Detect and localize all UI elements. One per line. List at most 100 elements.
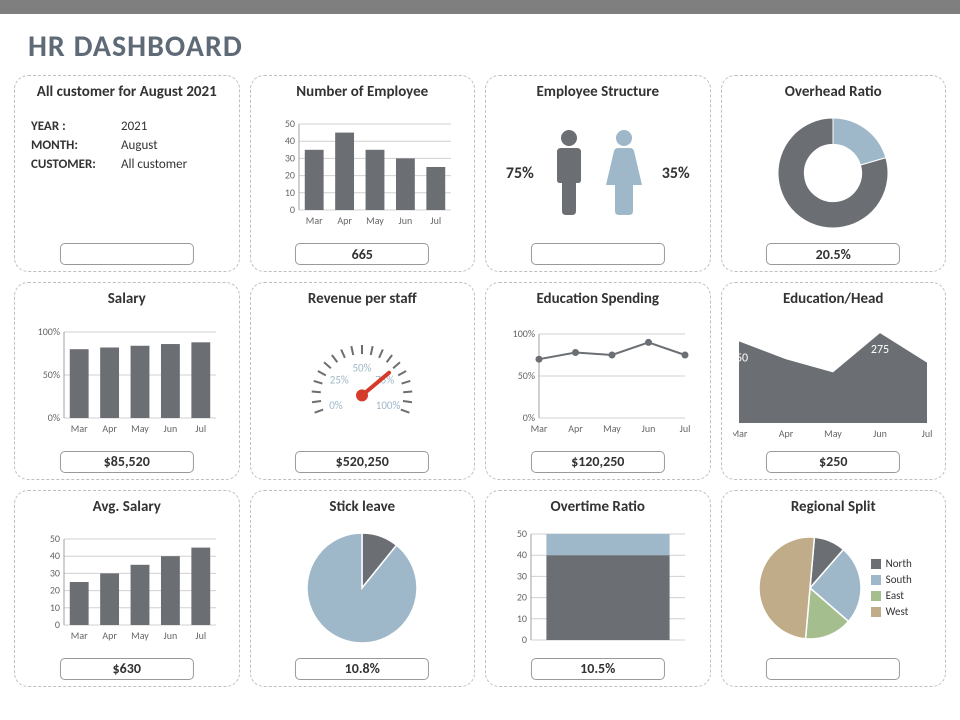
legend-item: East — [871, 589, 912, 602]
chart-overhead — [774, 114, 892, 232]
svg-text:30: 30 — [285, 152, 295, 165]
card-title-regional: Regional Split — [791, 499, 876, 516]
svg-text:Jun: Jun — [163, 629, 177, 642]
svg-text:Jul: Jul — [431, 214, 442, 227]
svg-text:0: 0 — [55, 618, 60, 631]
svg-text:Mar: Mar — [733, 427, 748, 440]
svg-text:185: 185 — [918, 346, 933, 360]
filter-year-label: YEAR : — [31, 119, 121, 134]
svg-text:Jun: Jun — [641, 422, 655, 435]
card-title-edu-head: Education/Head — [783, 291, 883, 308]
chart-revenue: 0%25%50%75%100% — [267, 321, 457, 441]
pill-sick-leave: 10.8% — [295, 658, 429, 680]
svg-text:40: 40 — [50, 549, 60, 562]
filter-customer-value: All customer — [121, 157, 187, 172]
svg-text:0: 0 — [522, 633, 527, 646]
card-title-sick-leave: Stick leave — [329, 499, 395, 516]
card-edu-spend: Education Spending 0%50%100%MarAprMayJun… — [485, 282, 711, 479]
svg-text:10: 10 — [50, 601, 60, 614]
svg-text:May: May — [603, 422, 621, 435]
chart-avg-salary: 01020304050MarAprMayJunJul — [32, 533, 222, 643]
svg-text:May: May — [824, 427, 842, 440]
pill-overtime: 10.5% — [531, 658, 665, 680]
pill-avg-salary: $630 — [60, 658, 194, 680]
svg-text:40: 40 — [285, 134, 295, 147]
svg-text:10: 10 — [285, 186, 295, 199]
structure-female-pct: 35% — [662, 164, 690, 183]
svg-text:50%: 50% — [353, 361, 372, 374]
card-regional: Regional Split North South East West — [721, 490, 947, 687]
svg-text:50: 50 — [50, 533, 60, 545]
pill-structure — [531, 243, 665, 265]
card-structure: Employee Structure 75% 35% — [485, 75, 711, 272]
svg-text:Apr: Apr — [779, 427, 794, 440]
svg-text:Apr: Apr — [338, 214, 353, 227]
filter-customer-label: CUSTOMER: — [31, 157, 121, 172]
card-title-employees: Number of Employee — [296, 84, 428, 101]
top-bar — [0, 0, 960, 14]
chart-overtime: 0 10 20 30 40 50 — [503, 528, 693, 648]
svg-text:40: 40 — [517, 548, 527, 561]
svg-text:195: 195 — [777, 343, 795, 357]
svg-text:May: May — [131, 629, 149, 642]
male-icon — [552, 128, 586, 218]
legend-item: West — [871, 605, 912, 618]
female-icon — [604, 128, 644, 218]
chart-salary: 0%50%100%MarAprMayJunJul — [32, 326, 222, 436]
pill-overhead: 20.5% — [766, 243, 900, 265]
svg-text:Jun: Jun — [873, 427, 887, 440]
svg-text:250: 250 — [733, 351, 748, 365]
svg-text:Jun: Jun — [399, 214, 413, 227]
card-summary: All customer for August 2021 YEAR : 2021… — [14, 75, 240, 272]
dashboard-grid: All customer for August 2021 YEAR : 2021… — [0, 75, 960, 701]
legend-item: South — [871, 573, 912, 586]
card-revenue: Revenue per staff 0%25%50%75%100% $520,2… — [250, 282, 476, 479]
card-overhead: Overhead Ratio 20.5% — [721, 75, 947, 272]
svg-text:50%: 50% — [517, 369, 534, 382]
filter-year-value: 2021 — [121, 119, 147, 134]
card-edu-head: Education/Head 250Mar195Apr155May275Jun1… — [721, 282, 947, 479]
svg-text:30: 30 — [517, 569, 527, 582]
chart-edu-head: 250Mar195Apr155May275Jun185Jul — [733, 321, 933, 441]
card-sick-leave: Stick leave 10.8% — [250, 490, 476, 687]
svg-text:50: 50 — [285, 118, 295, 130]
svg-text:100%: 100% — [37, 326, 59, 338]
svg-text:0%: 0% — [48, 411, 60, 424]
svg-text:50%: 50% — [42, 368, 59, 381]
svg-text:Jul: Jul — [922, 427, 933, 440]
card-avg-salary: Avg. Salary 01020304050MarAprMayJunJul $… — [14, 490, 240, 687]
svg-text:100%: 100% — [376, 398, 401, 411]
svg-text:20: 20 — [517, 591, 527, 604]
svg-text:Jul: Jul — [679, 422, 690, 435]
card-title-structure: Employee Structure — [536, 84, 659, 101]
svg-text:0: 0 — [290, 203, 295, 216]
svg-text:Mar: Mar — [71, 422, 88, 435]
svg-text:50: 50 — [517, 528, 527, 540]
svg-text:Mar: Mar — [71, 629, 88, 642]
legend-item: North — [871, 557, 912, 570]
card-title-overhead: Overhead Ratio — [785, 84, 882, 101]
svg-text:Jul: Jul — [195, 422, 206, 435]
card-overtime: Overtime Ratio 01020304050 10.5% — [485, 490, 711, 687]
svg-text:10: 10 — [517, 612, 527, 625]
page-title: HR DASHBOARD — [0, 14, 960, 75]
svg-text:0%: 0% — [329, 398, 343, 411]
pill-employees: 665 — [295, 243, 429, 265]
svg-text:Apr: Apr — [102, 629, 117, 642]
structure-male-pct: 75% — [506, 164, 534, 183]
card-title-summary: All customer for August 2021 — [37, 84, 217, 101]
svg-text:100%: 100% — [512, 327, 534, 340]
svg-text:Mar: Mar — [530, 422, 547, 435]
card-title-salary: Salary — [108, 291, 146, 308]
svg-text:155: 155 — [824, 356, 842, 370]
chart-sick-leave — [303, 529, 421, 647]
pill-summary — [60, 243, 194, 265]
svg-text:May: May — [366, 214, 384, 227]
svg-text:Apr: Apr — [568, 422, 583, 435]
svg-text:Mar: Mar — [306, 214, 323, 227]
chart-edu-spend: 0%50%100%MarAprMayJunJul — [503, 326, 693, 436]
chart-employees: 01020304050MarAprMayJunJul — [267, 118, 457, 228]
pill-edu-spend: $120,250 — [531, 451, 665, 473]
summary-filters: YEAR : 2021 MONTH: August CUSTOMER: All … — [25, 105, 229, 176]
chart-regional — [755, 533, 865, 643]
